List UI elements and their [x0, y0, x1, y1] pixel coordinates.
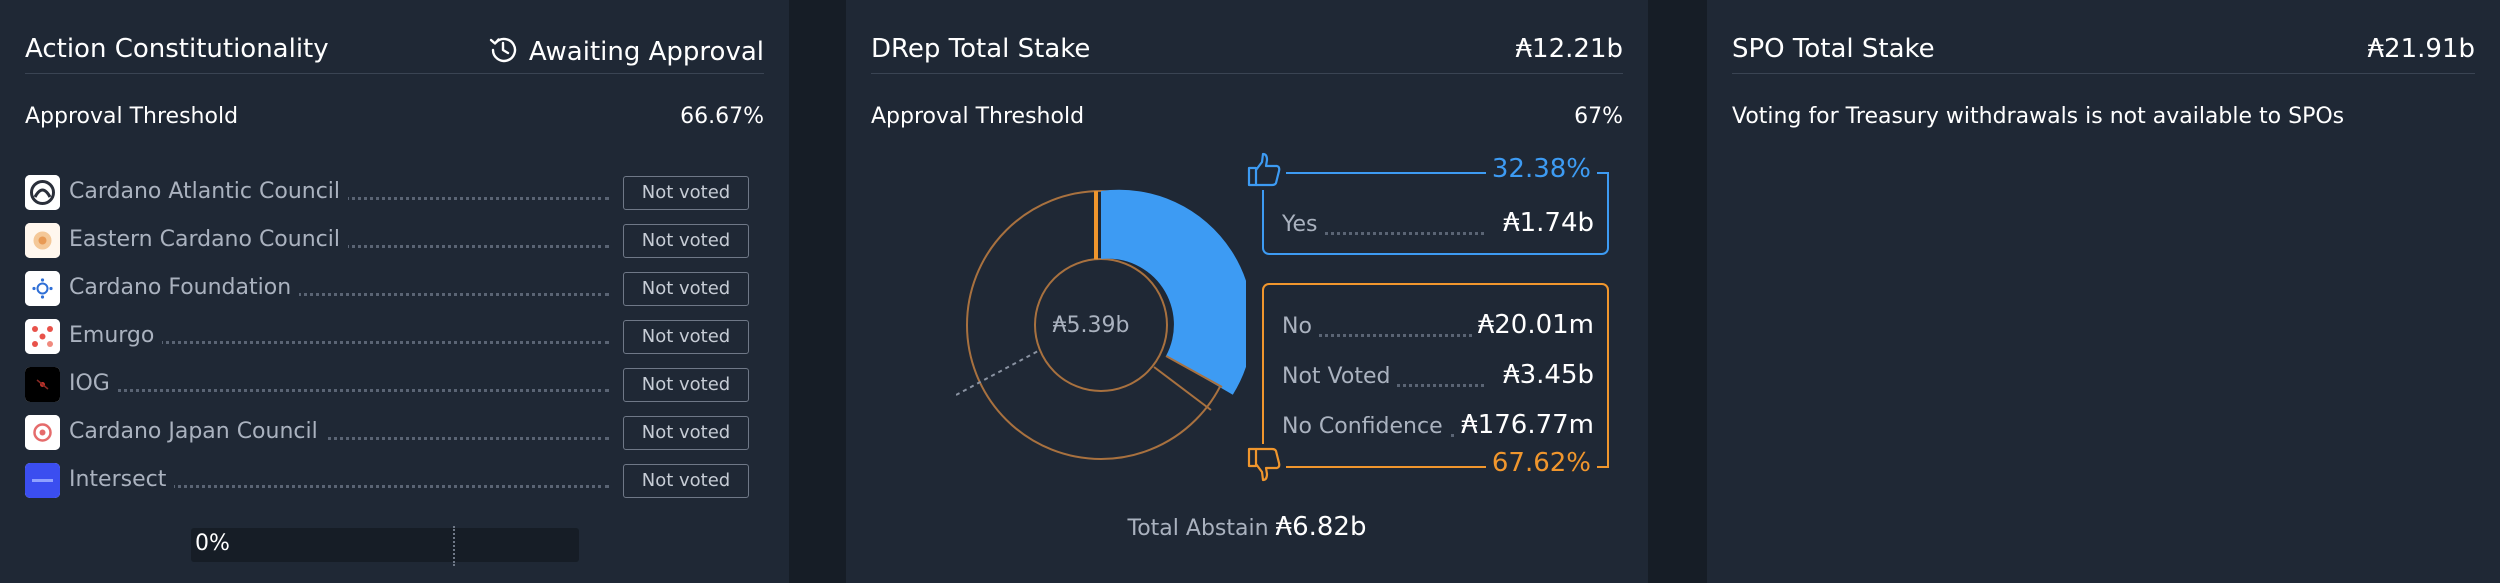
- slice-divider: [1153, 366, 1212, 411]
- leader-dots: [69, 485, 609, 488]
- approval-progress-label: 0%: [195, 531, 230, 556]
- drep-vote-donut: ₳5.39b: [956, 189, 1246, 460]
- vote-status-badge: Not voted: [623, 464, 749, 498]
- abstain-value: ₳6.82b: [1275, 512, 1367, 542]
- intersect-logo: [25, 463, 60, 498]
- cardano-atlantic-council-logo: [25, 175, 60, 210]
- drep-threshold-value: 67%: [1574, 104, 1623, 129]
- approval-progress-bar: 0%: [191, 526, 579, 566]
- spo-unavailable-message: Voting for Treasury withdrawals is not a…: [1732, 104, 2345, 129]
- spo-title: SPO Total Stake: [1732, 34, 1935, 64]
- not-voted-label: Not Voted: [1282, 364, 1397, 389]
- member-name: IOG: [69, 371, 118, 396]
- slice-divider: [1165, 355, 1223, 388]
- constitutionality-title: Action Constitutionality: [25, 34, 329, 64]
- thumbs-up-icon: [1246, 150, 1282, 190]
- no-amount: ₳20.01m: [1471, 310, 1594, 340]
- vote-status-badge: Not voted: [623, 368, 749, 402]
- not-voted-amount: ₳3.45b: [1497, 360, 1594, 390]
- committee-member[interactable]: Eastern Cardano Council Not voted: [25, 223, 749, 259]
- yes-box: [1262, 173, 1609, 255]
- cc-threshold-row: Approval Threshold 66.67%: [25, 104, 764, 129]
- leader-dots: [69, 293, 609, 296]
- member-name: Cardano Japan Council: [69, 419, 326, 444]
- thumbs-down-icon: [1246, 444, 1282, 484]
- vote-status-badge: Not voted: [623, 320, 749, 354]
- no-box: [1262, 283, 1609, 467]
- emurgo-logo: [25, 319, 60, 354]
- member-name: Intersect: [69, 467, 175, 492]
- approval-status-text: Awaiting Approval: [528, 37, 764, 67]
- abstain-leader-line: [956, 349, 1041, 396]
- no-percentage: 67.62%: [1485, 448, 1597, 478]
- spo-total-stake: ₳21.91b: [2367, 34, 2475, 64]
- leader-dots: [69, 341, 609, 344]
- committee-member[interactable]: Cardano Japan Council Not voted: [25, 415, 749, 451]
- member-name: Cardano Foundation: [69, 275, 300, 300]
- leader-dots: [1282, 334, 1484, 337]
- member-name: Eastern Cardano Council: [69, 227, 348, 252]
- cc-threshold-value: 66.67%: [680, 104, 764, 129]
- drep-threshold-label: Approval Threshold: [871, 104, 1085, 129]
- clock-history-icon: [487, 34, 519, 73]
- approval-status: Awaiting Approval: [487, 34, 764, 73]
- committee-member[interactable]: Cardano Atlantic Council Not voted: [25, 175, 749, 211]
- committee-member[interactable]: IOG Not voted: [25, 367, 749, 403]
- leader-dots: [69, 437, 609, 440]
- vote-status-badge: Not voted: [623, 176, 749, 210]
- vote-status-badge: Not voted: [623, 416, 749, 450]
- cardano-japan-council-logo: [25, 415, 60, 450]
- no-row: No ₳20.01m: [1282, 308, 1594, 342]
- no-header: 67.62%: [1246, 444, 1609, 490]
- member-name: Emurgo: [69, 323, 163, 348]
- committee-member[interactable]: Cardano Foundation Not voted: [25, 271, 749, 307]
- drep-total-stake: ₳12.21b: [1515, 34, 1623, 64]
- yes-label: Yes: [1282, 212, 1324, 237]
- eastern-cardano-council-logo: [25, 223, 60, 258]
- vote-status-badge: Not voted: [623, 224, 749, 258]
- constitutionality-panel: Action Constitutionality Awaiting Approv…: [0, 0, 789, 583]
- vote-status-badge: Not voted: [623, 272, 749, 306]
- cc-threshold-label: Approval Threshold: [25, 104, 239, 129]
- total-abstain: Total Abstain ₳6.82b: [846, 512, 1648, 542]
- spo-header: SPO Total Stake ₳21.91b: [1732, 28, 2475, 74]
- drep-header: DRep Total Stake ₳12.21b: [871, 28, 1623, 74]
- yes-amount: ₳1.74b: [1497, 208, 1594, 238]
- committee-member[interactable]: Emurgo Not voted: [25, 319, 749, 355]
- iog-logo: [25, 367, 60, 402]
- leader-dots: [69, 389, 609, 392]
- not-voted-row: Not Voted ₳3.45b: [1282, 358, 1594, 392]
- member-name: Cardano Atlantic Council: [69, 179, 349, 204]
- yes-slice: [1101, 189, 1246, 395]
- no-confidence-label: No Confidence: [1282, 414, 1449, 439]
- yes-row: Yes ₳1.74b: [1282, 206, 1594, 240]
- no-confidence-amount: ₳176.77m: [1455, 410, 1594, 440]
- cardano-foundation-logo: [25, 271, 60, 306]
- drep-title: DRep Total Stake: [871, 34, 1091, 64]
- no-confidence-row: No Confidence ₳176.77m: [1282, 408, 1594, 442]
- constitutionality-header: Action Constitutionality Awaiting Approv…: [25, 28, 764, 74]
- no-label: No: [1282, 314, 1318, 339]
- spo-panel: SPO Total Stake ₳21.91b Voting for Treas…: [1707, 0, 2500, 583]
- abstain-label: Total Abstain: [1127, 516, 1269, 541]
- yes-percentage: 32.38%: [1485, 154, 1597, 184]
- donut-center-value: ₳5.39b: [1053, 313, 1130, 338]
- threshold-marker: [453, 526, 455, 566]
- drep-panel: DRep Total Stake ₳12.21b Approval Thresh…: [846, 0, 1648, 583]
- no-header-line: [1286, 466, 1609, 468]
- yes-header: 32.38%: [1246, 150, 1609, 196]
- leader-dots: [1282, 232, 1484, 235]
- drep-threshold-row: Approval Threshold 67%: [871, 104, 1623, 129]
- yes-header-line: [1286, 172, 1609, 174]
- committee-member[interactable]: Intersect Not voted: [25, 463, 749, 499]
